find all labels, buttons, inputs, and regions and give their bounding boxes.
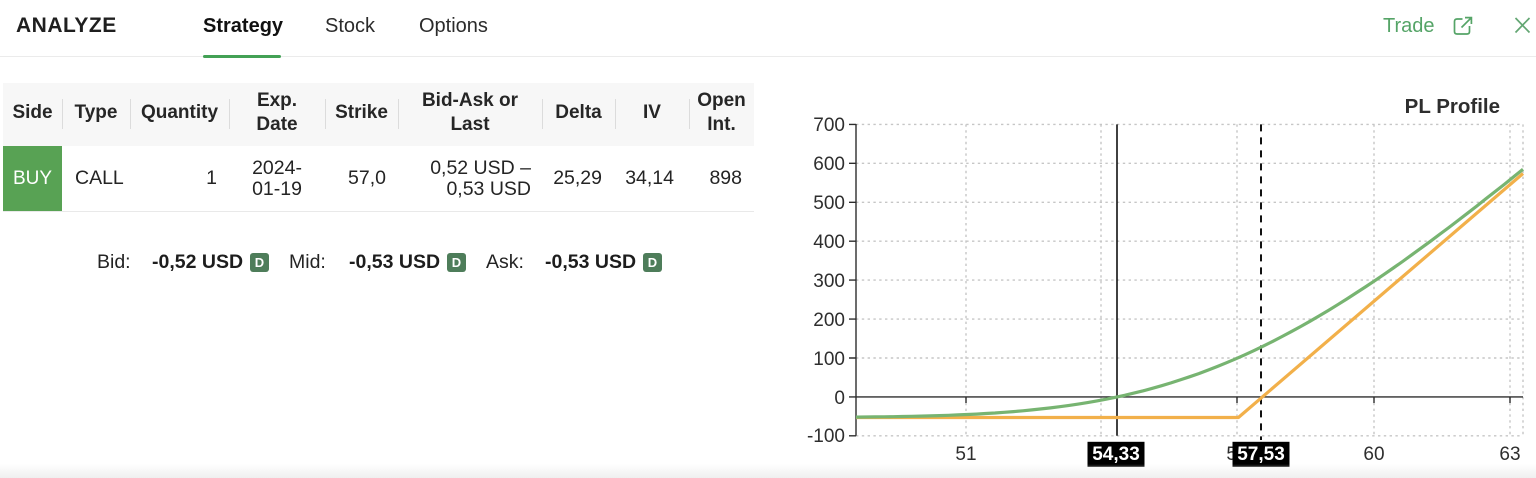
svg-text:60: 60 — [1363, 444, 1384, 465]
svg-text:0: 0 — [834, 388, 845, 409]
svg-text:100: 100 — [813, 349, 845, 370]
svg-text:600: 600 — [813, 154, 845, 175]
svg-text:500: 500 — [813, 193, 845, 214]
svg-text:63: 63 — [1499, 444, 1520, 465]
svg-text:300: 300 — [813, 271, 845, 292]
svg-text:54,33: 54,33 — [1092, 444, 1140, 465]
svg-text:200: 200 — [813, 310, 845, 331]
svg-text:-100: -100 — [807, 426, 845, 447]
svg-text:PL Profile: PL Profile — [1405, 95, 1500, 118]
svg-text:400: 400 — [813, 232, 845, 253]
svg-text:57,53: 57,53 — [1237, 444, 1285, 465]
svg-text:51: 51 — [955, 444, 976, 465]
svg-text:700: 700 — [813, 115, 845, 136]
